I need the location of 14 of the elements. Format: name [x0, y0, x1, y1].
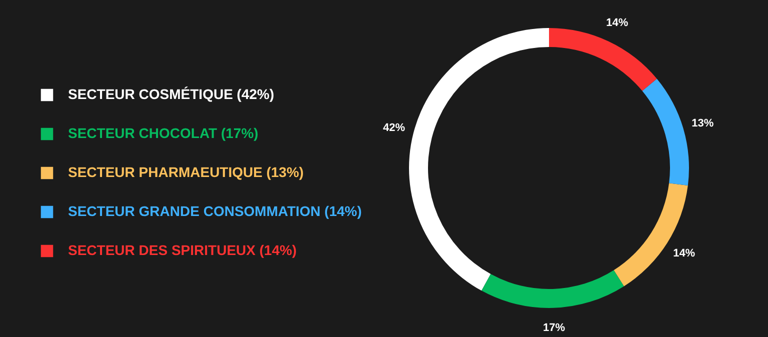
donut-slice [549, 28, 657, 91]
legend-label: SECTEUR CHOCOLAT (17%) [68, 125, 258, 141]
donut-slice [482, 270, 624, 308]
legend-label: SECTEUR COSMÉTIQUE (42%) [68, 86, 274, 102]
data-label: 14% [673, 248, 696, 260]
donut-slice [642, 78, 689, 186]
donut-slice [409, 28, 549, 291]
data-label: 13% [692, 117, 714, 130]
data-label: 42% [383, 122, 406, 134]
data-label: 14% [606, 17, 628, 30]
data-label: 17% [543, 322, 566, 334]
legend-label: SECTEUR GRANDE CONSOMMATION (14%) [68, 203, 362, 219]
legend-label: SECTEUR DES SPIRITUEUX (14%) [68, 242, 297, 258]
legend-label: SECTEUR PHARMAEUTIQUE (13%) [68, 164, 304, 180]
